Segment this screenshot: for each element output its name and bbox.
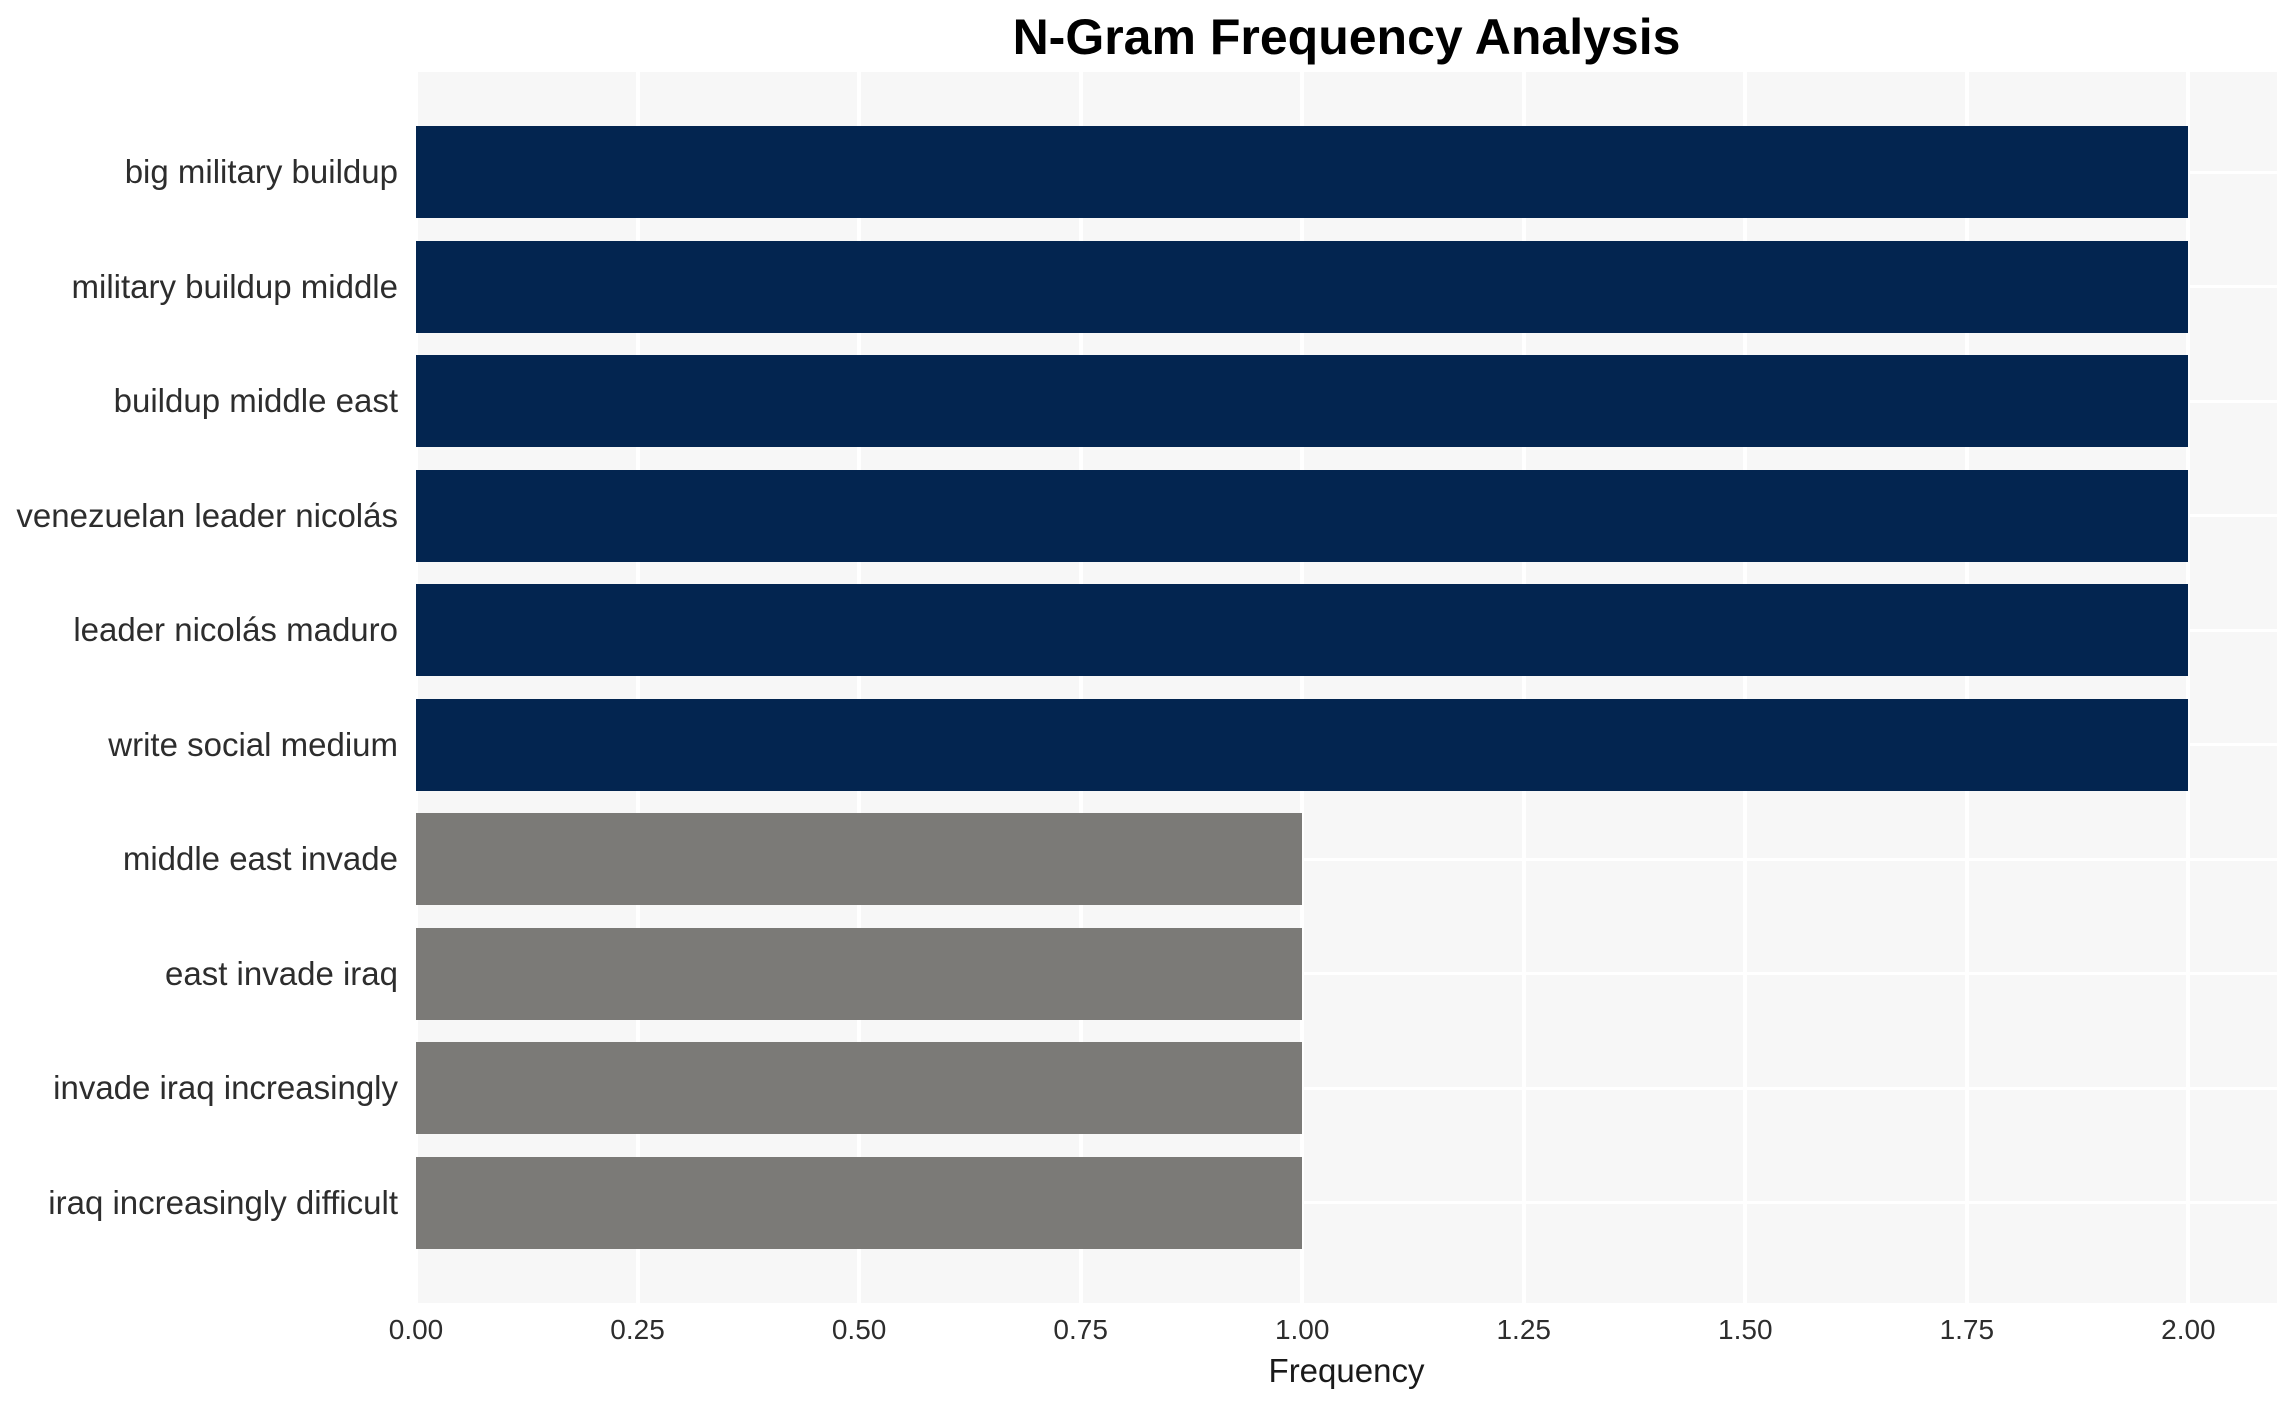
y-tick-label: leader nicolás maduro: [73, 611, 398, 648]
bar: [416, 813, 1303, 905]
y-tick-label: big military buildup: [124, 153, 398, 190]
x-tick-label: 1.25: [1496, 1314, 1551, 1345]
y-gridline: [416, 1201, 2277, 1204]
bar: [416, 584, 2189, 676]
y-gridline: [416, 972, 2277, 975]
bar: [416, 469, 2189, 562]
chart-title: N-Gram Frequency Analysis: [1012, 9, 1681, 65]
x-gridline: [2186, 72, 2191, 1303]
x-tick-label: 0.50: [831, 1314, 887, 1345]
x-tick-label: 1.75: [1939, 1314, 1995, 1345]
x-gridline: [857, 72, 862, 1303]
x-gridline: [1964, 72, 1969, 1303]
bar: [416, 240, 2189, 333]
plot-area: [416, 72, 2277, 1303]
y-tick-label: write social medium: [108, 725, 398, 763]
y-tick-label: iraq increasingly difficult: [48, 1183, 398, 1221]
bar: [416, 698, 2189, 791]
y-tick-label: invade iraq increasingly: [53, 1069, 398, 1106]
x-gridline: [1300, 72, 1305, 1303]
y-gridline: [416, 1086, 2277, 1090]
x-gridline: [416, 72, 418, 1303]
bar: [416, 1156, 1303, 1249]
x-gridline: [1743, 72, 1748, 1303]
x-tick-label: 0.25: [610, 1314, 665, 1345]
y-tick-label: military buildup middle: [71, 267, 398, 305]
x-tick-label: 0.00: [388, 1314, 444, 1345]
x-tick-label: 1.50: [1718, 1314, 1773, 1345]
bar: [416, 1042, 1303, 1134]
y-tick-label: middle east invade: [122, 840, 398, 877]
x-gridline: [635, 72, 640, 1303]
y-tick-label: venezuelan leader nicolás: [16, 496, 398, 534]
x-tick-label: 1.00: [1274, 1314, 1330, 1345]
x-gridline: [1078, 72, 1083, 1303]
x-tick-label: 0.75: [1053, 1314, 1108, 1345]
y-tick-label: east invade iraq: [165, 954, 398, 992]
x-tick-label: 2.00: [2161, 1314, 2216, 1345]
y-gridline: [416, 857, 2277, 861]
y-tick-label: buildup middle east: [113, 382, 398, 419]
bar: [416, 126, 2189, 218]
x-axis-label: Frequency: [1268, 1352, 1425, 1389]
x-gridline: [1521, 72, 1526, 1303]
bar: [416, 355, 2189, 447]
bar: [416, 927, 1303, 1020]
